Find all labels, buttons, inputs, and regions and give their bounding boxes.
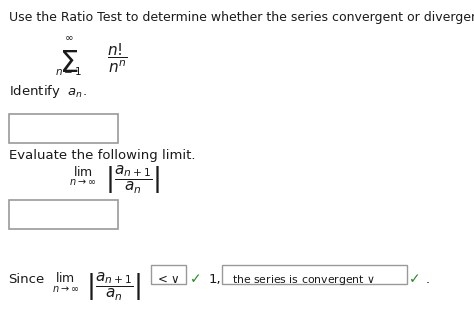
- Text: $\dfrac{n!}{n^n}$: $\dfrac{n!}{n^n}$: [107, 41, 128, 75]
- Text: $\mathrm{lim}$: $\mathrm{lim}$: [55, 271, 75, 285]
- Text: the series is convergent $\vee$: the series is convergent $\vee$: [232, 273, 375, 287]
- Text: $n = 1$: $n = 1$: [55, 65, 82, 77]
- Text: $\left|\dfrac{a_{n+1}}{a_n}\right|$: $\left|\dfrac{a_{n+1}}{a_n}\right|$: [105, 164, 160, 196]
- Text: Identify  $a_n$.: Identify $a_n$.: [9, 83, 86, 100]
- Text: Use the Ratio Test to determine whether the series convergent or divergent.: Use the Ratio Test to determine whether …: [9, 11, 474, 24]
- Text: $\Sigma$: $\Sigma$: [59, 49, 78, 78]
- Text: < $\vee$: < $\vee$: [157, 273, 180, 286]
- Text: $n \to \infty$: $n \to \infty$: [52, 284, 79, 294]
- Text: ✓: ✓: [190, 273, 201, 287]
- FancyBboxPatch shape: [9, 114, 118, 143]
- Text: Since: Since: [9, 273, 45, 287]
- FancyBboxPatch shape: [9, 200, 118, 229]
- Text: .: .: [426, 273, 430, 286]
- Text: 1,: 1,: [209, 273, 221, 286]
- Text: $n \to \infty$: $n \to \infty$: [69, 177, 97, 187]
- Text: Evaluate the following limit.: Evaluate the following limit.: [9, 149, 195, 162]
- Text: ✓: ✓: [410, 273, 421, 287]
- Text: $\left|\dfrac{a_{n+1}}{a_n}\right|$: $\left|\dfrac{a_{n+1}}{a_n}\right|$: [86, 271, 141, 303]
- FancyBboxPatch shape: [151, 265, 186, 284]
- Text: $\mathrm{lim}$: $\mathrm{lim}$: [73, 165, 93, 179]
- Text: $\infty$: $\infty$: [64, 32, 73, 42]
- FancyBboxPatch shape: [222, 265, 407, 284]
